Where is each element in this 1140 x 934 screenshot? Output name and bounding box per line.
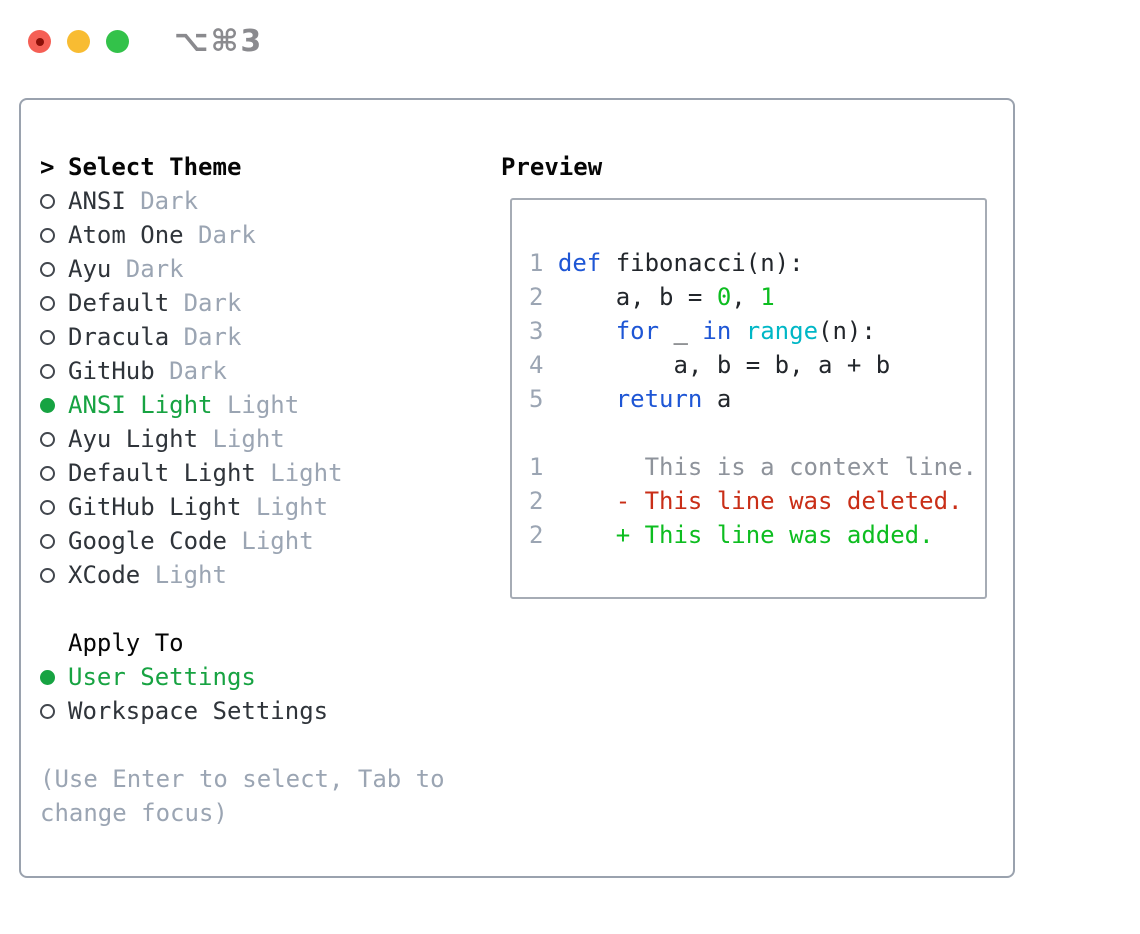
theme-option-xcode[interactable]: XCode Light: [40, 558, 501, 592]
apply-to-section: Apply To User Settings Workspace Setting…: [40, 626, 501, 728]
theme-list-column: > Select Theme ANSI Dark Atom One Dark A…: [40, 150, 501, 876]
keyboard-hint-text: (Use Enter to select, Tab to change focu…: [40, 765, 445, 827]
preview-blank-line: [529, 416, 969, 450]
radio-icon: [40, 431, 68, 447]
theme-option-ansi-light[interactable]: ANSI Light Light: [40, 388, 501, 422]
preview-line: 5 return a: [529, 382, 969, 416]
zoom-button-icon[interactable]: [106, 30, 129, 53]
line-number: 5: [529, 385, 544, 413]
radio-icon: [40, 703, 68, 719]
radio-icon: [40, 227, 68, 243]
radio-icon: [40, 363, 68, 379]
minimize-button-icon[interactable]: [67, 30, 90, 53]
apply-to-header-row: Apply To: [40, 626, 501, 660]
preview-title: Preview: [501, 153, 603, 181]
apply-option-workspace-settings[interactable]: Workspace Settings: [40, 694, 501, 728]
radio-icon: [40, 499, 68, 515]
theme-option-atom-one[interactable]: Atom One Dark: [40, 218, 501, 252]
radio-icon: [40, 295, 68, 311]
radio-icon: [40, 533, 68, 549]
apply-to-options-list: User Settings Workspace Settings: [40, 660, 501, 728]
radio-icon: [40, 329, 68, 345]
preview-line: 2 a, b = 0, 1: [529, 280, 969, 314]
theme-option-ayu-light[interactable]: Ayu Light Light: [40, 422, 501, 456]
select-theme-header-row: > Select Theme: [40, 150, 501, 184]
theme-option-default[interactable]: Default Dark: [40, 286, 501, 320]
preview-line: 1 def fibonacci(n):: [529, 246, 969, 280]
theme-option-github-light[interactable]: GitHub Light Light: [40, 490, 501, 524]
radio-icon: [40, 261, 68, 277]
radio-icon: [40, 567, 68, 583]
theme-option-default-light[interactable]: Default Light Light: [40, 456, 501, 490]
close-button-icon[interactable]: [28, 30, 51, 53]
line-number: 4: [529, 351, 544, 379]
theme-option-dracula[interactable]: Dracula Dark: [40, 320, 501, 354]
preview-line: 1 This is a context line.: [529, 450, 977, 484]
preview-line: 3 for _ in range(n):: [529, 314, 969, 348]
radio-icon: [40, 193, 68, 209]
line-number: 1: [529, 453, 544, 481]
preview-line: 4 a, b = b, a + b: [529, 348, 969, 382]
window-title: ⌥⌘3: [174, 24, 264, 59]
line-number: 1: [529, 249, 544, 277]
theme-option-github[interactable]: GitHub Dark: [40, 354, 501, 388]
line-number: 2: [529, 487, 544, 515]
theme-option-ansi[interactable]: ANSI Dark: [40, 184, 501, 218]
theme-option-google-code[interactable]: Google Code Light: [40, 524, 501, 558]
theme-options-list: ANSI Dark Atom One Dark Ayu Dark Default…: [40, 184, 501, 592]
focus-caret-icon: >: [40, 153, 55, 181]
line-number: 3: [529, 317, 544, 345]
select-theme-title: Select Theme: [68, 153, 242, 181]
preview-line: 2 + This line was added.: [529, 518, 969, 552]
window-titlebar: ⌥⌘3: [28, 24, 263, 59]
apply-option-user-settings[interactable]: User Settings: [40, 660, 501, 694]
line-number: 2: [529, 521, 544, 549]
radio-icon: [40, 397, 68, 413]
radio-icon: [40, 669, 68, 685]
theme-picker-panel: > Select Theme ANSI Dark Atom One Dark A…: [19, 98, 1015, 878]
radio-icon: [40, 465, 68, 481]
apply-to-title: Apply To: [68, 629, 184, 657]
line-number: 2: [529, 283, 544, 311]
preview-line: 2 - This line was deleted.: [529, 484, 969, 518]
theme-option-ayu[interactable]: Ayu Dark: [40, 252, 501, 286]
